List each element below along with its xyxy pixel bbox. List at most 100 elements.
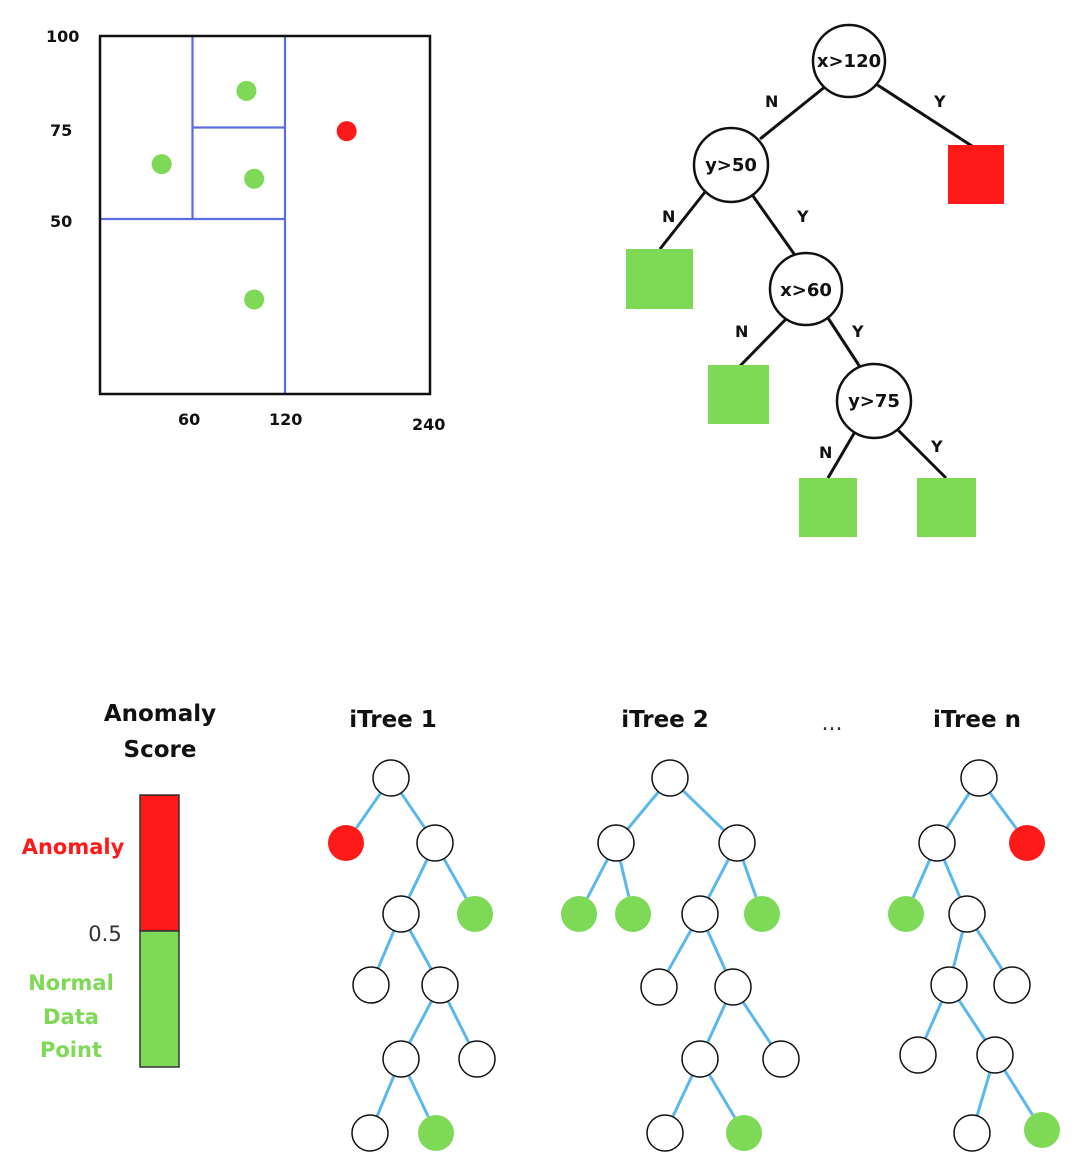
split-node-label: x>120 bbox=[817, 51, 881, 72]
itree-edge bbox=[951, 931, 965, 968]
edge-label-yes: Y bbox=[851, 322, 864, 341]
itree-normal-leaf bbox=[418, 1115, 454, 1151]
itree-node bbox=[382, 895, 420, 933]
decision-tree: x>120 y>50 x>60 y>75 N Y N Y N Y N Y bbox=[626, 23, 1004, 537]
tree-edge bbox=[875, 82, 976, 150]
itree-normal-leaf bbox=[744, 896, 780, 932]
score-title-line2: Score bbox=[124, 737, 197, 763]
itree-edge bbox=[707, 1073, 737, 1119]
tree-edge bbox=[894, 426, 948, 480]
itree-edge bbox=[355, 791, 382, 830]
data-points bbox=[151, 80, 357, 310]
edge-label-no: N bbox=[819, 443, 832, 462]
normal-label-line2: Data bbox=[43, 1005, 99, 1029]
itree-title: iTree 2 bbox=[621, 707, 709, 733]
normal-point bbox=[236, 80, 257, 101]
itree-3-graph bbox=[888, 759, 1060, 1152]
y-tick-50: 50 bbox=[50, 212, 72, 231]
itree-edge bbox=[911, 858, 932, 899]
itree-node bbox=[681, 1040, 719, 1078]
leaf-normal bbox=[708, 365, 769, 424]
itree-edge bbox=[957, 999, 987, 1041]
itree-edge bbox=[1003, 1069, 1034, 1116]
tree-edge bbox=[751, 195, 799, 259]
itree-node bbox=[948, 895, 986, 933]
threshold-label: 0.5 bbox=[88, 922, 121, 946]
ellipsis: ... bbox=[822, 711, 843, 736]
itree-edge bbox=[626, 790, 660, 831]
itree-edge bbox=[975, 1071, 992, 1117]
itree-edge bbox=[399, 792, 427, 829]
itree-1-graph bbox=[328, 759, 496, 1152]
itree-anomaly-leaf bbox=[1009, 825, 1045, 861]
itree-edge bbox=[375, 1075, 396, 1117]
isolation-trees: iTree 1 iTree 2 ... iTree n bbox=[328, 707, 1060, 1152]
leaf-anomaly bbox=[948, 145, 1004, 204]
leaf-normal bbox=[799, 478, 857, 537]
normal-point bbox=[244, 168, 265, 189]
normal-label-line1: Normal bbox=[28, 971, 114, 995]
itree-node bbox=[416, 824, 454, 862]
itree-node bbox=[960, 759, 998, 797]
itree-edge bbox=[442, 857, 468, 900]
itree-edge bbox=[446, 1000, 471, 1044]
edge-label-yes: Y bbox=[933, 92, 946, 111]
anomaly-label: Anomaly bbox=[22, 835, 125, 859]
tree-edges bbox=[658, 82, 976, 480]
tree-edge bbox=[759, 84, 827, 141]
itree-normal-leaf bbox=[888, 896, 924, 932]
split-node-label: y>75 bbox=[848, 391, 900, 412]
partition-scatter-plot: 100 75 50 60 120 240 bbox=[46, 27, 445, 434]
tree-edge bbox=[826, 429, 858, 479]
edge-label-yes: Y bbox=[796, 207, 809, 226]
itree-edge bbox=[408, 929, 433, 970]
partition-lines bbox=[100, 36, 287, 394]
itree-edge bbox=[741, 1001, 773, 1045]
itree-node bbox=[597, 824, 635, 862]
itree-edge bbox=[942, 858, 962, 899]
itree-node bbox=[651, 759, 689, 797]
leaf-normal bbox=[917, 478, 976, 537]
split-node-label: x>60 bbox=[780, 280, 832, 301]
normal-point bbox=[151, 154, 172, 175]
itree-edge bbox=[671, 1074, 694, 1118]
itree-edge bbox=[923, 1000, 944, 1040]
y-tick-100: 100 bbox=[46, 27, 79, 46]
itree-normal-leaf bbox=[1024, 1112, 1060, 1148]
split-node bbox=[811, 23, 887, 99]
anomaly-score-bar: Anomaly Score Anomaly 0.5 Normal Data Po… bbox=[22, 701, 216, 1068]
itree-anomaly-leaf bbox=[328, 825, 364, 861]
itree-title: iTree n bbox=[933, 707, 1021, 733]
itree-node bbox=[714, 968, 752, 1006]
leaf-normal bbox=[626, 249, 693, 309]
x-tick-240: 240 bbox=[412, 415, 445, 434]
itree-node bbox=[953, 1114, 991, 1152]
edge-label-no: N bbox=[765, 92, 778, 111]
score-anomaly-segment bbox=[139, 794, 180, 932]
itree-node bbox=[421, 966, 459, 1004]
score-normal-segment bbox=[139, 930, 180, 1068]
itree-node bbox=[681, 895, 719, 933]
split-node bbox=[692, 126, 770, 204]
itree-node bbox=[976, 1036, 1014, 1074]
itree-normal-leaf bbox=[726, 1115, 762, 1151]
itree-node bbox=[372, 759, 410, 797]
itree-node bbox=[993, 966, 1031, 1004]
itree-node bbox=[640, 968, 678, 1006]
edge-label-yes: Y bbox=[930, 437, 943, 456]
itree-edge bbox=[408, 1000, 433, 1044]
itree-edge bbox=[988, 791, 1018, 830]
itree-normal-leaf bbox=[457, 896, 493, 932]
normal-point bbox=[244, 289, 265, 310]
itree-graphs bbox=[328, 759, 1060, 1152]
itree-edge bbox=[585, 858, 610, 899]
itree-edge bbox=[741, 859, 758, 898]
tree-leaves bbox=[626, 145, 1004, 537]
itree-edge bbox=[975, 928, 1004, 971]
x-tick-120: 120 bbox=[269, 410, 302, 429]
edge-label-no: N bbox=[735, 322, 748, 341]
itree-normal-leaf bbox=[561, 896, 597, 932]
y-tick-75: 75 bbox=[50, 121, 72, 140]
edge-labels: N Y N Y N Y N Y bbox=[662, 92, 946, 462]
